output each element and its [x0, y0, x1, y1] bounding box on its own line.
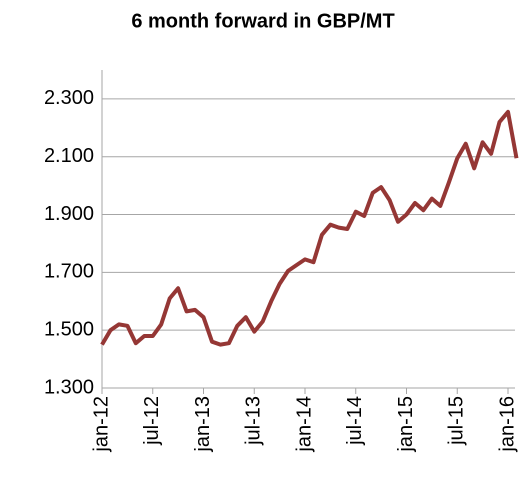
x-tick-label: jan-15	[395, 396, 417, 453]
y-tick-label: 1.900	[44, 203, 94, 225]
x-tick-label: jul-12	[141, 396, 163, 446]
x-tick-label: jul-14	[344, 396, 366, 446]
y-tick-label: 2.300	[44, 87, 94, 109]
x-tick-label: jan-13	[192, 396, 214, 453]
y-tick-label: 2.100	[44, 145, 94, 167]
y-tick-label: 1.300	[44, 376, 94, 398]
chart-title: 6 month forward in GBP/MT	[131, 10, 394, 32]
x-tick-label: jan-16	[496, 396, 518, 453]
x-tick-label: jul-15	[446, 396, 468, 446]
x-tick-label: jan-14	[293, 396, 315, 453]
y-tick-label: 1.700	[44, 261, 94, 283]
x-tick-label: jan-12	[90, 396, 112, 453]
y-tick-label: 1.500	[44, 318, 94, 340]
line-series	[100, 109, 519, 347]
x-tick-label: jul-13	[243, 396, 265, 446]
